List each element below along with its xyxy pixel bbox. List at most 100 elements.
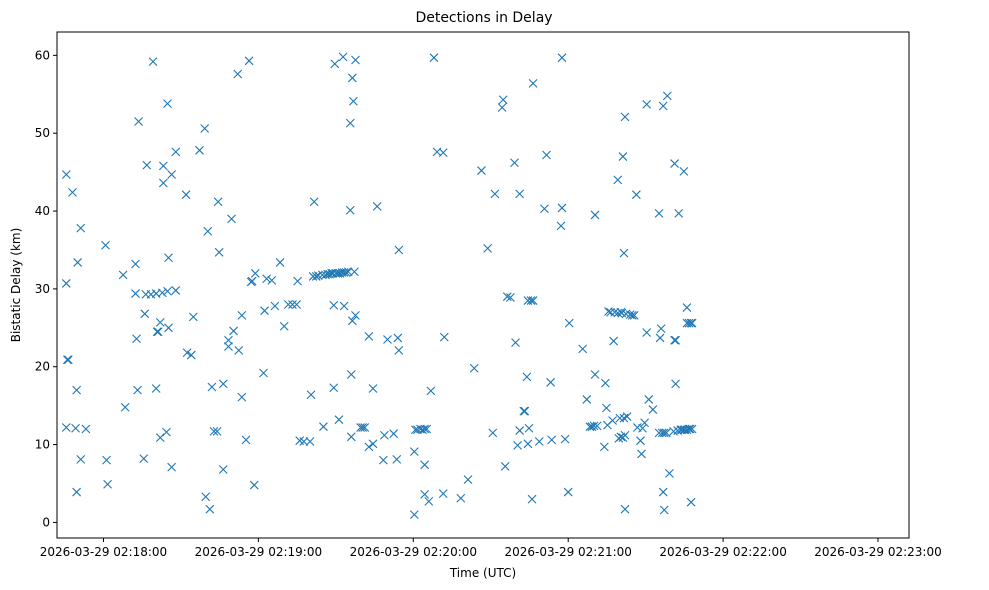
data-point-marker [563, 487, 573, 497]
data-point-marker [600, 378, 610, 388]
data-point-marker [171, 147, 181, 157]
data-point-marker [283, 300, 293, 309]
data-point-marker [233, 69, 243, 79]
y-tick-label: 30 [35, 282, 50, 296]
data-point-marker [241, 435, 251, 445]
data-point-marker [526, 296, 536, 305]
data-point-marker [209, 426, 219, 436]
x-tick-label: 2026-03-29 02:19:00 [195, 545, 322, 559]
data-point-marker [515, 426, 525, 435]
data-point-marker [627, 310, 637, 320]
data-point-marker [510, 158, 519, 168]
data-point-marker [270, 301, 280, 311]
data-point-marker [164, 323, 173, 333]
data-point-marker [349, 96, 358, 106]
data-point-marker [167, 462, 177, 472]
y-tick-label: 0 [42, 515, 50, 529]
data-point-marker [267, 275, 277, 285]
data-point-marker [148, 57, 158, 66]
data-point-marker [528, 78, 538, 88]
data-point-marker [338, 52, 348, 62]
data-point-marker [364, 442, 374, 452]
y-tick-label: 10 [35, 438, 50, 452]
data-point-marker [158, 178, 168, 188]
data-point-marker [490, 189, 500, 199]
data-point-marker [288, 300, 297, 309]
data-point-marker [642, 328, 652, 337]
data-point-marker [590, 370, 600, 379]
data-point-marker [619, 248, 629, 258]
data-point-marker [153, 327, 163, 337]
data-point-marker [409, 447, 419, 456]
y-tick-label: 40 [35, 204, 50, 218]
data-point-marker [686, 497, 696, 507]
data-point-marker [356, 423, 366, 432]
x-tick-label: 2026-03-29 02:20:00 [350, 545, 477, 559]
data-point-marker [275, 258, 285, 267]
data-point-marker [609, 336, 619, 346]
data-point-marker [679, 166, 689, 176]
data-point-marker [259, 368, 268, 378]
data-point-marker [247, 276, 257, 286]
data-point-marker [351, 310, 360, 320]
data-point-marker [662, 91, 672, 101]
x-tick-label: 2026-03-29 02:23:00 [814, 545, 941, 559]
data-point-marker [72, 385, 82, 395]
data-point-marker [351, 55, 360, 65]
x-tick-label: 2026-03-29 02:22:00 [659, 545, 786, 559]
data-point-marker [416, 424, 425, 434]
data-series [61, 52, 697, 520]
y-axis: 0 10 20 30 40 50 60 [35, 48, 57, 529]
data-point-marker [120, 402, 130, 412]
data-point-marker [613, 308, 623, 318]
data-point-marker [103, 479, 112, 489]
data-point-marker [394, 346, 404, 355]
data-point-marker [589, 421, 599, 431]
data-point-marker [513, 440, 522, 450]
data-point-marker [212, 426, 222, 436]
data-point-marker [523, 439, 533, 449]
data-point-marker [620, 504, 630, 514]
data-point-marker [629, 310, 639, 320]
data-point-marker [250, 268, 260, 278]
data-point-marker [157, 288, 167, 298]
data-point-marker [615, 413, 625, 423]
data-point-marker [360, 423, 370, 432]
data-point-marker [72, 487, 82, 497]
data-point-marker [309, 197, 319, 207]
data-point-marker [139, 454, 149, 463]
data-point-marker [524, 423, 534, 433]
data-point-marker [687, 318, 697, 328]
x-tick-label: 2026-03-29 02:18:00 [40, 545, 167, 559]
data-point-marker [229, 326, 238, 336]
data-point-marker [620, 430, 630, 440]
data-point-marker [636, 436, 645, 446]
data-point-marker [542, 150, 551, 160]
data-point-marker [346, 370, 356, 379]
data-point-marker [511, 338, 520, 347]
data-point-marker [279, 321, 289, 331]
data-point-marker [610, 307, 620, 317]
data-point-marker [186, 350, 196, 360]
data-point-marker [527, 494, 537, 504]
data-point-marker [682, 303, 692, 312]
data-point-marker [131, 259, 140, 269]
data-point-marker [218, 465, 228, 474]
data-point-marker [648, 405, 658, 414]
data-point-marker [654, 208, 664, 218]
data-point-marker [502, 292, 512, 302]
data-point-marker [167, 170, 177, 179]
data-point-marker [61, 170, 71, 179]
data-point-marker [203, 226, 213, 236]
data-point-marker [686, 318, 696, 328]
data-point-marker [497, 103, 507, 112]
data-point-marker [640, 418, 650, 428]
data-point-marker [429, 53, 439, 63]
x-axis-label: Time (UTC) [449, 566, 516, 580]
data-point-marker [182, 348, 192, 358]
data-point-marker [540, 204, 549, 214]
data-point-marker [560, 434, 570, 444]
data-point-marker [133, 385, 142, 395]
data-point-marker [299, 437, 309, 446]
plot-area-frame [56, 31, 910, 539]
